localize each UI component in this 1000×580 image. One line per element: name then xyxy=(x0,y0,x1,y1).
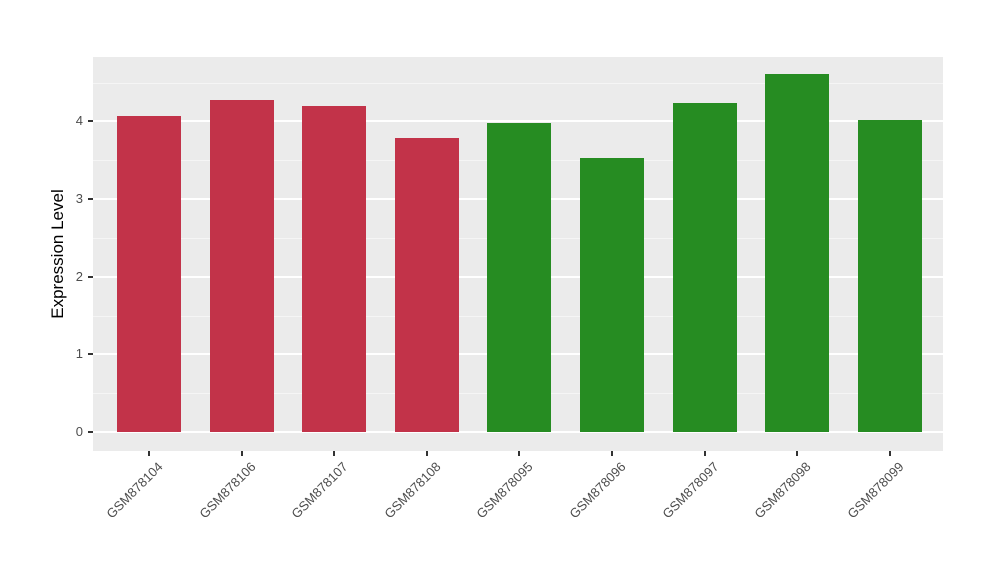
gridline-major xyxy=(93,120,943,123)
x-tick-mark xyxy=(611,451,613,456)
bar-GSM878097 xyxy=(672,103,737,432)
x-tick-label: GSM878106 xyxy=(195,459,259,522)
y-tick-label: 1 xyxy=(75,346,83,362)
gridline-minor xyxy=(93,82,943,84)
x-tick-mark xyxy=(240,451,243,456)
y-tick-mark xyxy=(88,275,93,278)
x-tick-label: GSM878108 xyxy=(381,459,444,522)
y-axis-title: Expression Level xyxy=(48,189,67,319)
bar-GSM878106 xyxy=(209,100,274,432)
bar-GSM878107 xyxy=(302,105,367,432)
bar-GSM878104 xyxy=(117,115,181,432)
y-tick-mark xyxy=(88,353,93,356)
x-tick-mark xyxy=(796,451,799,456)
bar-GSM878095 xyxy=(487,122,552,432)
gridline-major xyxy=(93,431,943,433)
x-tick-label: GSM878104 xyxy=(103,459,166,522)
x-tick-mark xyxy=(148,451,150,456)
bar-GSM878108 xyxy=(394,137,459,432)
x-tick-label: GSM878096 xyxy=(566,459,629,522)
bar-GSM878098 xyxy=(765,73,830,432)
bar-GSM878096 xyxy=(580,157,644,432)
x-tick-label: GSM878097 xyxy=(658,459,722,522)
y-tick-mark xyxy=(88,120,93,123)
x-tick-label: GSM878095 xyxy=(473,459,536,522)
y-tick-label: 2 xyxy=(75,268,83,284)
x-tick-label: GSM878107 xyxy=(288,459,351,522)
x-tick-mark xyxy=(888,451,891,456)
x-tick-label: GSM878098 xyxy=(751,459,814,522)
x-tick-mark xyxy=(703,451,706,456)
y-tick-label: 4 xyxy=(75,113,83,129)
y-tick-mark xyxy=(88,198,93,201)
x-tick-mark xyxy=(425,451,428,456)
x-tick-mark xyxy=(333,451,336,456)
x-tick-mark xyxy=(518,451,521,456)
y-tick-label: 3 xyxy=(75,191,83,207)
x-tick-label: GSM878099 xyxy=(844,459,907,522)
y-tick-label: 0 xyxy=(75,424,83,439)
y-tick-mark xyxy=(88,431,93,433)
bar-GSM878099 xyxy=(857,119,922,432)
plot-panel xyxy=(93,57,943,451)
